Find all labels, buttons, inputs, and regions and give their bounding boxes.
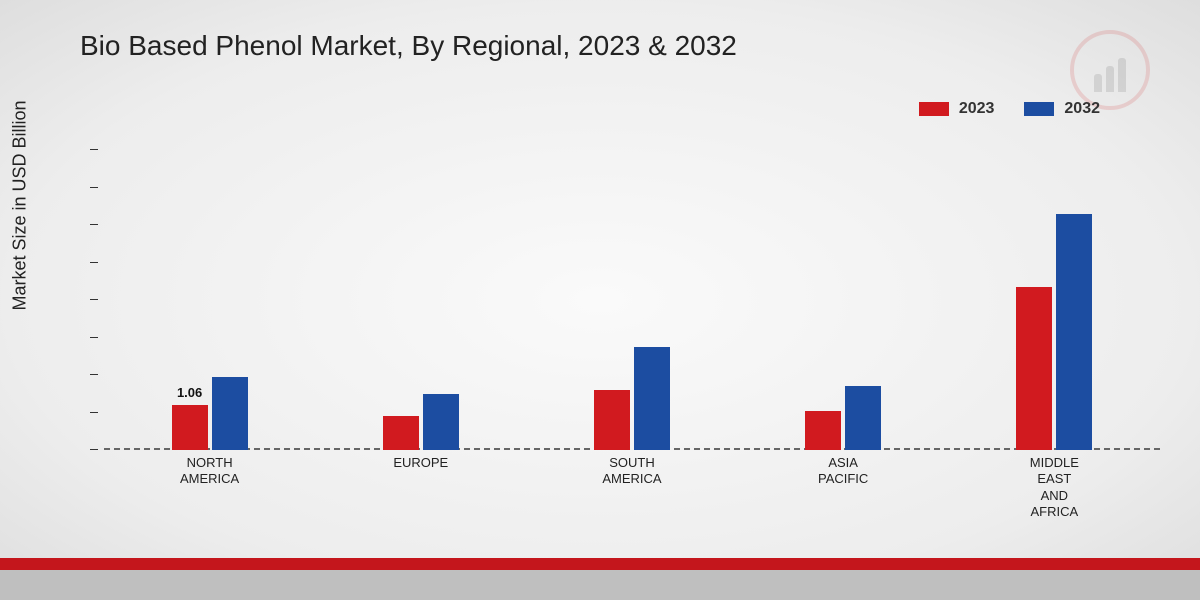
x-axis-label: MIDDLEEASTANDAFRICA: [994, 455, 1114, 520]
bar: [805, 411, 841, 450]
y-tick: [90, 224, 98, 225]
y-tick: [90, 299, 98, 300]
y-ticks: [90, 150, 104, 450]
bar-group: [1016, 150, 1092, 450]
legend-swatch-2023: [919, 102, 949, 116]
bar-value-label: 1.06: [177, 385, 202, 400]
bar: 1.06: [172, 405, 208, 450]
chart-title: Bio Based Phenol Market, By Regional, 20…: [80, 30, 737, 62]
bar: [1056, 214, 1092, 450]
x-axis-label: NORTHAMERICA: [150, 455, 270, 520]
bar: [594, 390, 630, 450]
bar: [1016, 287, 1052, 450]
legend-label-2023: 2023: [959, 100, 995, 118]
y-tick: [90, 262, 98, 263]
footer-grey-strip: [0, 570, 1200, 600]
watermark-logo: [1070, 30, 1150, 110]
y-tick: [90, 449, 98, 450]
legend-item-2023: 2023: [919, 100, 995, 118]
bar-group: 1.06: [172, 150, 248, 450]
y-tick: [90, 412, 98, 413]
footer-red-strip: [0, 558, 1200, 570]
y-tick: [90, 187, 98, 188]
bar-groups: 1.06: [104, 150, 1160, 450]
x-axis-label: ASIAPACIFIC: [783, 455, 903, 520]
bar: [423, 394, 459, 450]
bar-group: [805, 150, 881, 450]
x-axis-labels: NORTHAMERICA EUROPE SOUTHAMERICA ASIAPACIFI…: [104, 455, 1160, 520]
legend-item-2032: 2032: [1024, 100, 1100, 118]
legend-label-2032: 2032: [1064, 100, 1100, 118]
legend-swatch-2032: [1024, 102, 1054, 116]
y-tick: [90, 149, 98, 150]
chart-area: 1.06: [90, 150, 1160, 450]
y-tick: [90, 337, 98, 338]
y-tick: [90, 374, 98, 375]
bar: [383, 416, 419, 450]
bar: [634, 347, 670, 450]
y-axis-label: Market Size in USD Billion: [10, 100, 31, 310]
x-axis-label: SOUTHAMERICA: [572, 455, 692, 520]
bar-group: [383, 150, 459, 450]
bar: [845, 386, 881, 450]
bar: [212, 377, 248, 450]
bar-group: [594, 150, 670, 450]
x-axis-label: EUROPE: [361, 455, 481, 520]
legend: 2023 2032: [919, 100, 1100, 118]
